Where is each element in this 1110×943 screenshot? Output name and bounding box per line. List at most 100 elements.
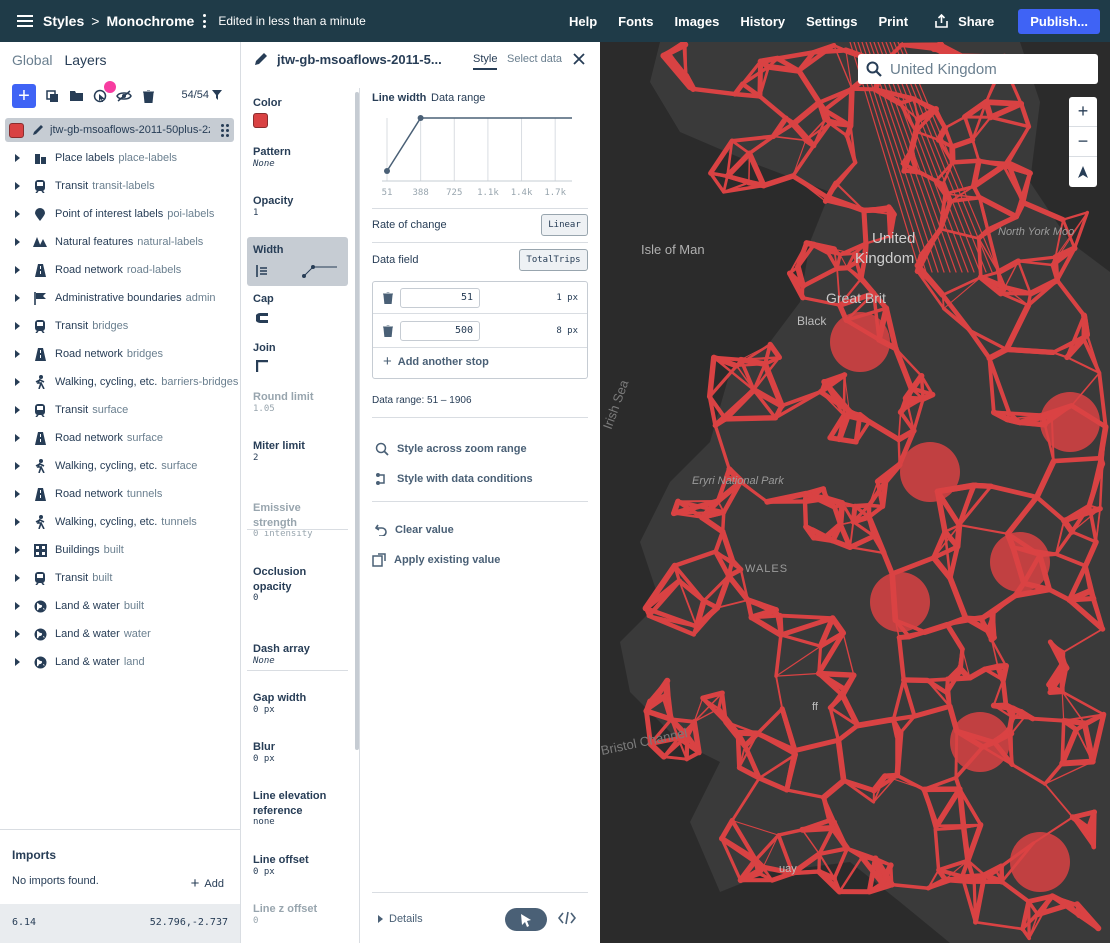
layer-row[interactable]: Walking, cycling, etc. surface [0,452,240,480]
layer-row[interactable]: Point of interest labels poi-labels [0,200,240,228]
nav-history[interactable]: History [740,13,786,29]
zoom-out-button[interactable]: − [1069,127,1097,157]
layer-row[interactable]: Land & water built [0,592,240,620]
data-field-select[interactable]: TotalTrips [519,249,588,271]
apply-existing-button[interactable]: Apply existing value [372,553,500,567]
caret-right-icon[interactable] [15,210,20,218]
trash-icon[interactable] [383,324,393,337]
caret-right-icon[interactable] [15,350,20,358]
stop-output[interactable]: 8 px [556,325,578,336]
add-import-button[interactable]: + Add [191,875,224,892]
layer-row[interactable]: Administrative boundaries admin [0,284,240,312]
layer-row[interactable]: Land & water water [0,620,240,648]
tab-select-data[interactable]: Select data [507,53,563,65]
search-input[interactable]: United Kingdom [890,60,997,78]
prop-label: Pattern [253,146,291,158]
chart-stop-point[interactable] [417,115,424,121]
layer-row[interactable]: Transit surface [0,396,240,424]
rate-select[interactable]: Linear [541,214,588,236]
prop-width[interactable]: Width [247,237,348,286]
folder-icon[interactable] [66,86,86,106]
inspect-button[interactable] [505,908,547,931]
details-toggle[interactable]: Details [378,913,423,925]
caret-right-icon[interactable] [15,238,20,246]
caret-right-icon[interactable] [15,322,20,330]
layer-row[interactable]: Land & water land [0,648,240,676]
caret-right-icon[interactable] [15,630,20,638]
caret-right-icon[interactable] [15,434,20,442]
divider [247,529,348,530]
caret-right-icon[interactable] [15,294,20,302]
more-options-icon[interactable] [203,14,207,28]
close-icon[interactable] [573,53,585,65]
add-layer-button[interactable]: + [12,84,36,108]
nav-settings[interactable]: Settings [806,13,858,29]
tab-style[interactable]: Style [473,53,498,70]
caret-right-icon[interactable] [15,266,20,274]
caret-right-icon[interactable] [15,462,20,470]
stop-output[interactable]: 1 px [556,292,578,303]
trash-icon[interactable] [138,86,158,106]
layer-row[interactable]: Road network tunnels [0,480,240,508]
add-stop-button[interactable]: + Add another stop [383,353,489,370]
layer-row[interactable]: Buildings built [0,536,240,564]
hide-icon[interactable] [114,86,134,106]
layer-row[interactable]: Natural features natural-labels [0,228,240,256]
menu-icon[interactable] [17,15,33,27]
publish-button[interactable]: Publish... [1018,8,1100,34]
caret-right-icon[interactable] [15,574,20,582]
filter-icon[interactable] [212,90,222,100]
details-label: Details [389,913,423,925]
layer-row[interactable]: Walking, cycling, etc. barriers-bridges [0,368,240,396]
property-scrollbar[interactable] [355,92,359,750]
layer-row[interactable]: Road network road-labels [0,256,240,284]
caret-right-icon[interactable] [15,602,20,610]
nav-help[interactable]: Help [568,13,598,29]
compass-button[interactable] [1069,157,1097,187]
tab-global[interactable]: Global [12,52,53,68]
nav-print[interactable]: Print [878,13,909,29]
drag-handle-icon[interactable] [221,123,229,137]
code-icon[interactable] [558,911,576,925]
road-icon [33,431,47,445]
caret-right-icon[interactable] [15,406,20,414]
style-conditions-button[interactable]: Style with data conditions [375,472,533,486]
walking-icon [33,375,47,389]
color-swatch[interactable] [253,113,268,128]
chart-tick-label: 1.4k [511,188,533,198]
caret-right-icon[interactable] [15,490,20,498]
caret-right-icon[interactable] [15,546,20,554]
stop-input[interactable]: 500 [400,320,480,341]
layer-row[interactable]: Transit transit-labels [0,172,240,200]
nav-images[interactable]: Images [674,13,720,29]
selected-layer-row[interactable]: jtw-gb-msoaflows-2011-50plus-2z... [5,118,234,142]
layer-row[interactable]: Transit built [0,564,240,592]
caret-right-icon[interactable] [15,658,20,666]
share-button[interactable]: Share [935,14,994,29]
nav-fonts[interactable]: Fonts [618,13,654,29]
layer-title[interactable]: jtw-gb-msoaflows-2011-5... [277,52,442,67]
stop-input[interactable]: 51 [400,287,480,308]
layer-row[interactable]: Place labels place-labels [0,144,240,172]
layer-row[interactable]: Transit bridges [0,312,240,340]
breadcrumb-styles[interactable]: Styles [43,13,85,29]
search-box[interactable]: United Kingdom [858,54,1098,84]
clear-value-button[interactable]: Clear value [375,524,454,536]
map-view[interactable]: Isle of Man United Kingdom Great Brit Bl… [600,42,1110,943]
select-layer-icon[interactable] [90,86,110,106]
layer-row[interactable]: Walking, cycling, etc. tunnels [0,508,240,536]
duplicate-icon[interactable] [42,86,62,106]
map-label: Black [797,314,827,328]
chart-stop-point[interactable] [384,168,390,174]
style-zoom-button[interactable]: Style across zoom range [375,442,527,456]
caret-right-icon[interactable] [15,518,20,526]
trash-icon[interactable] [383,291,393,304]
caret-right-icon[interactable] [15,154,20,162]
caret-right-icon[interactable] [15,378,20,386]
zoom-in-button[interactable]: + [1069,97,1097,127]
layer-row[interactable]: Road network surface [0,424,240,452]
tab-layers[interactable]: Layers [64,52,107,68]
style-name[interactable]: Monochrome [106,13,195,29]
layer-row[interactable]: Road network bridges [0,340,240,368]
caret-right-icon[interactable] [15,182,20,190]
